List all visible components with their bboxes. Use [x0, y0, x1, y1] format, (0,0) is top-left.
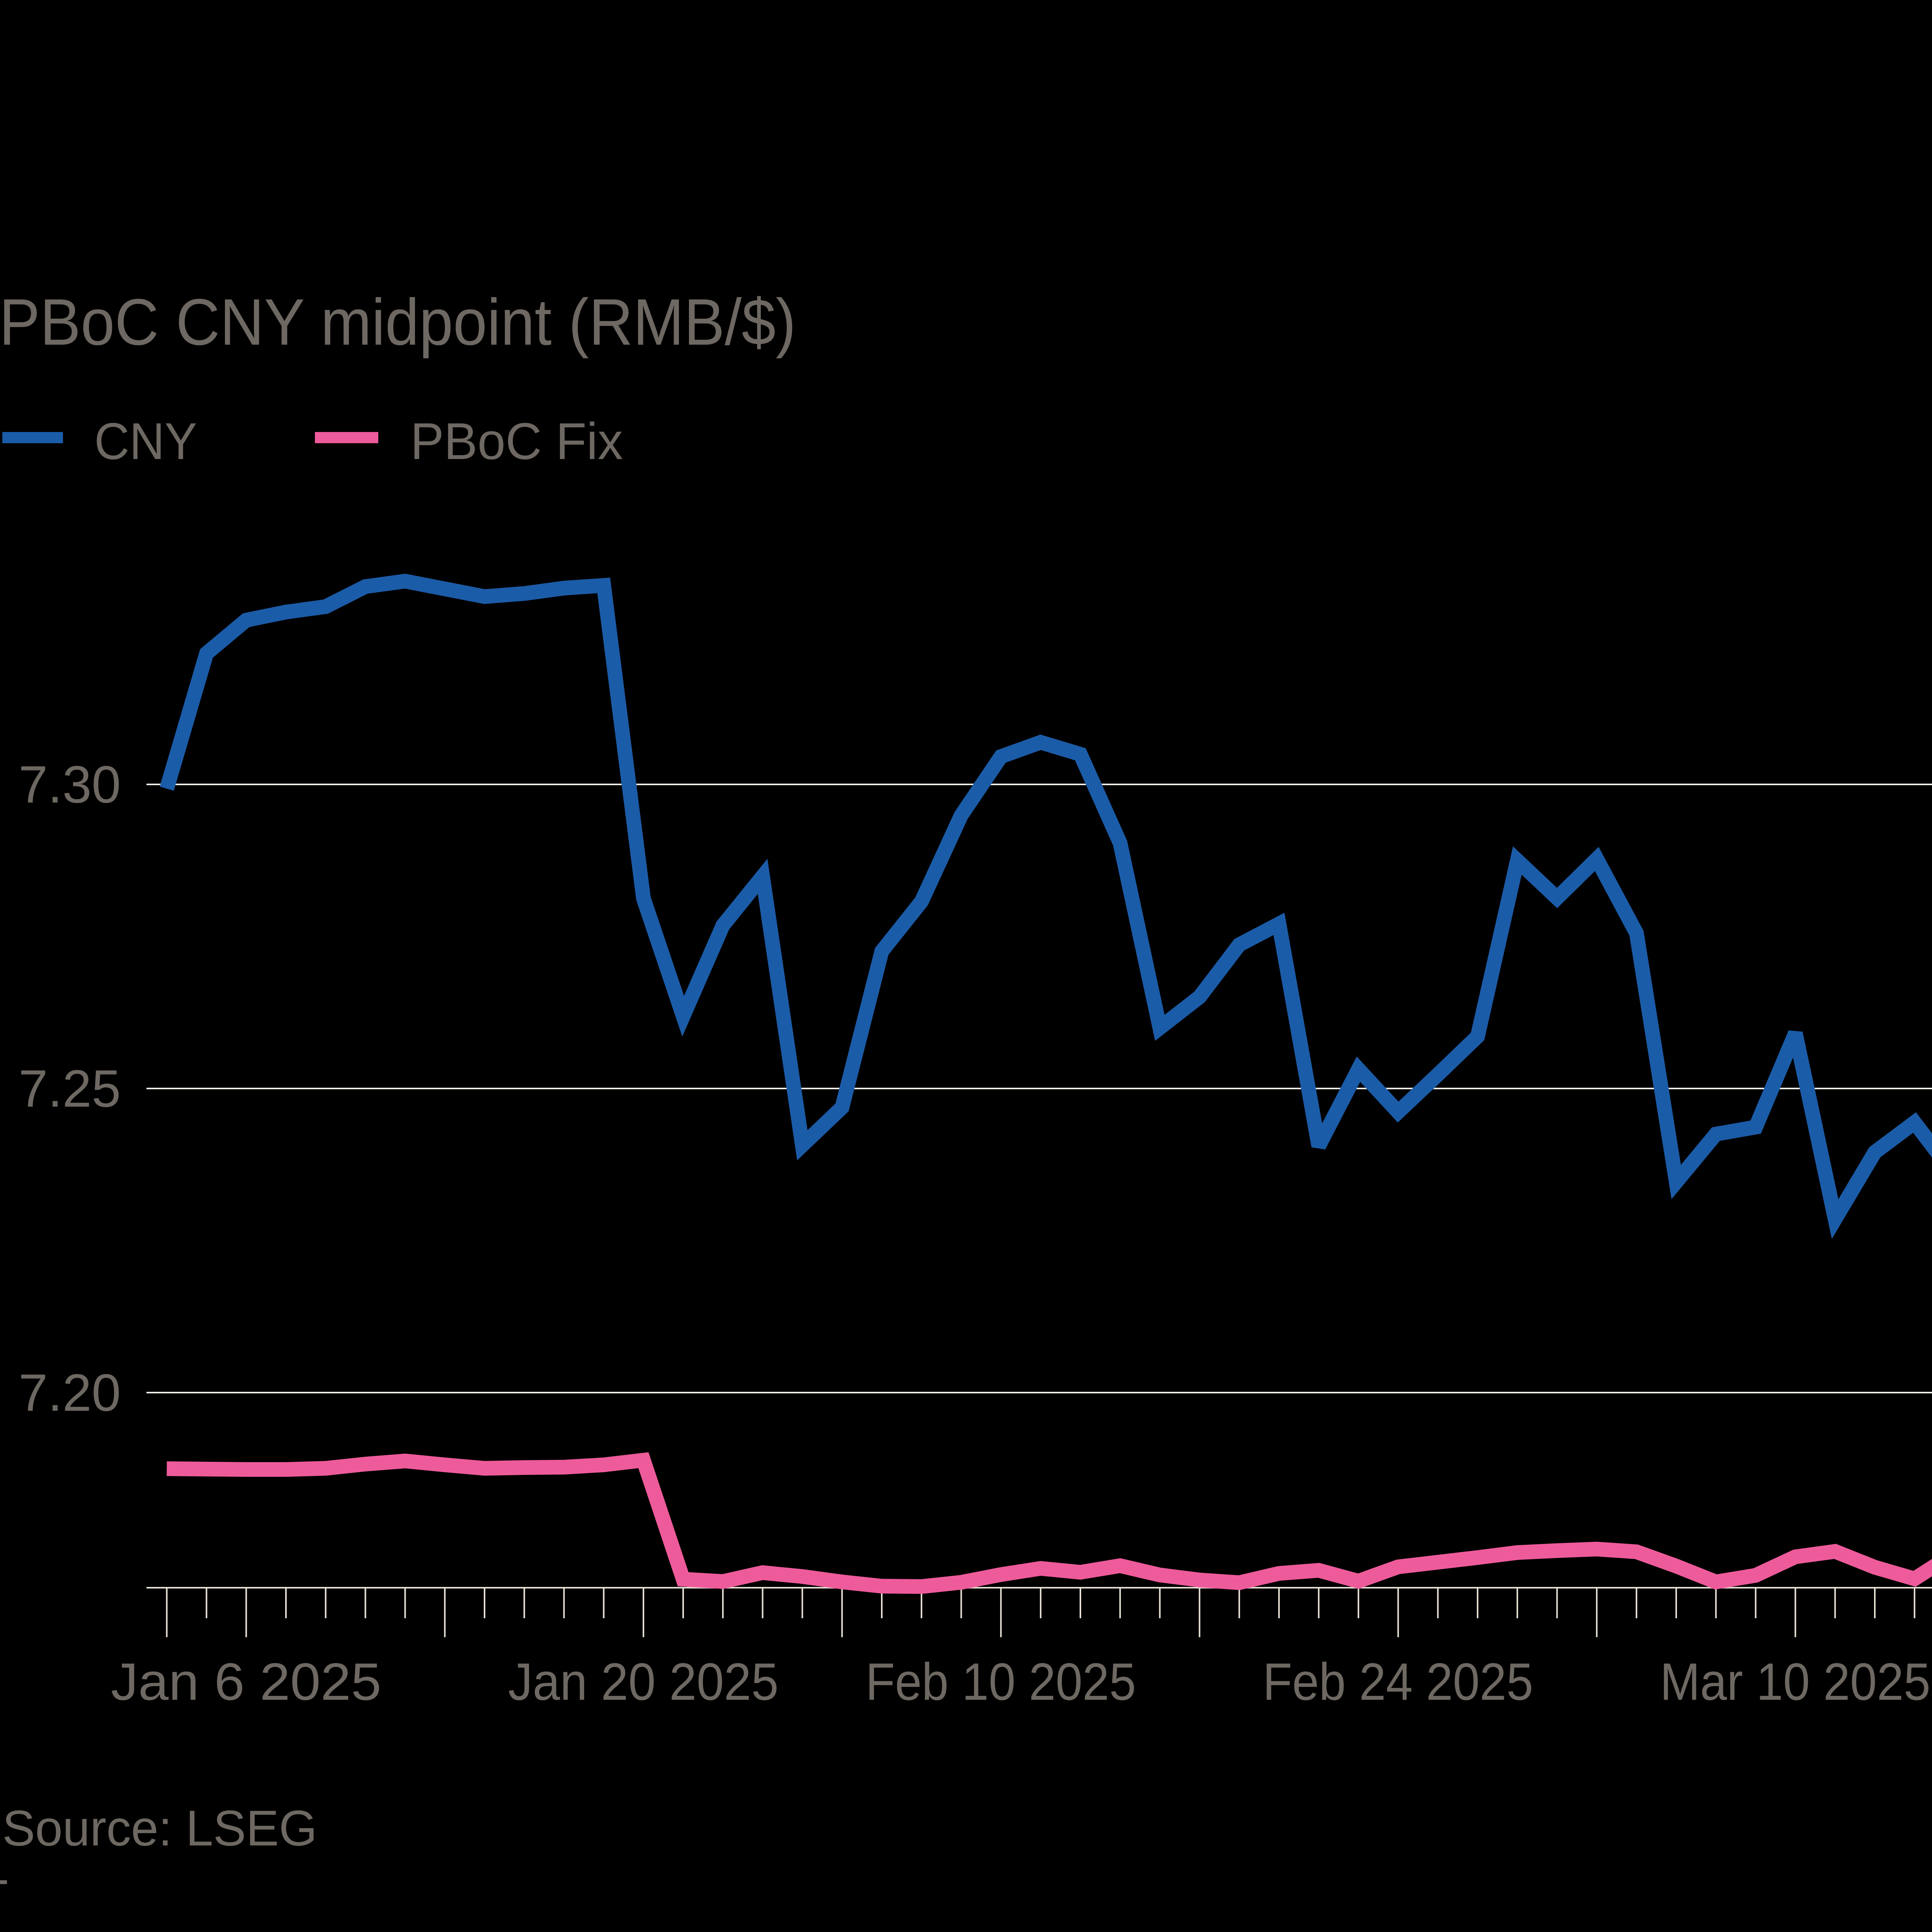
- svg-text:7.30: 7.30: [19, 755, 121, 814]
- svg-text:PBoC CNY midpoint (RMB/$): PBoC CNY midpoint (RMB/$): [0, 286, 796, 359]
- svg-text:Mar 10 2025: Mar 10 2025: [1660, 1652, 1930, 1711]
- svg-text:Feb 24 2025: Feb 24 2025: [1263, 1652, 1533, 1711]
- svg-text:Feb 10 2025: Feb 10 2025: [866, 1652, 1136, 1711]
- svg-text:Jan 6 2025: Jan 6 2025: [111, 1652, 381, 1711]
- svg-text:CNY: CNY: [94, 413, 197, 470]
- svg-text:PBoC Fix: PBoC Fix: [410, 413, 623, 470]
- svg-text:7.20: 7.20: [19, 1363, 121, 1422]
- svg-text:Jan 20 2025: Jan 20 2025: [508, 1652, 779, 1711]
- svg-text:7.25: 7.25: [19, 1059, 121, 1118]
- svg-text:Source: LSEG: Source: LSEG: [2, 1800, 317, 1856]
